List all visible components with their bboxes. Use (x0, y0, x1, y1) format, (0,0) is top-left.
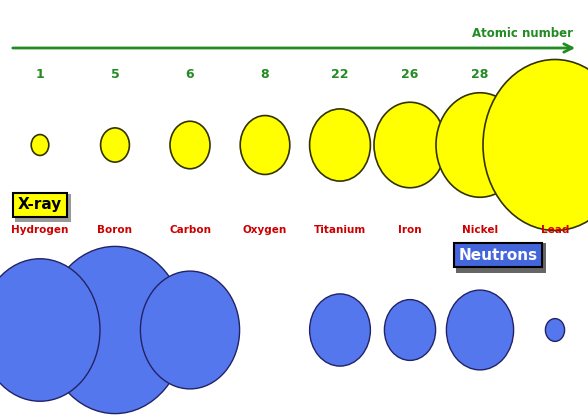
Ellipse shape (240, 116, 290, 174)
Text: Neutrons: Neutrons (459, 247, 537, 262)
Ellipse shape (170, 121, 210, 169)
Ellipse shape (385, 299, 436, 360)
Ellipse shape (101, 128, 129, 162)
Ellipse shape (141, 271, 239, 389)
Text: Titanium: Titanium (314, 225, 366, 235)
Text: Atomic number: Atomic number (472, 27, 573, 40)
Text: Lead: Lead (541, 225, 569, 235)
Text: Carbon: Carbon (169, 225, 211, 235)
Ellipse shape (436, 93, 524, 197)
Text: 1: 1 (36, 68, 44, 81)
Text: 82: 82 (546, 68, 564, 81)
Text: X-ray: X-ray (18, 197, 62, 213)
Ellipse shape (31, 134, 49, 155)
Text: Boron: Boron (98, 225, 132, 235)
Text: 6: 6 (186, 68, 194, 81)
FancyBboxPatch shape (15, 194, 71, 222)
Ellipse shape (310, 109, 370, 181)
Ellipse shape (0, 259, 100, 401)
Ellipse shape (446, 290, 513, 370)
Text: 28: 28 (472, 68, 489, 81)
Text: 5: 5 (111, 68, 119, 81)
Text: Nickel: Nickel (462, 225, 498, 235)
Text: 8: 8 (260, 68, 269, 81)
Ellipse shape (483, 60, 588, 231)
Ellipse shape (546, 319, 564, 341)
Ellipse shape (374, 102, 446, 188)
Text: 22: 22 (331, 68, 349, 81)
Text: Oxygen: Oxygen (243, 225, 287, 235)
Text: 26: 26 (402, 68, 419, 81)
Ellipse shape (310, 294, 370, 366)
Text: Iron: Iron (398, 225, 422, 235)
Text: Hydrogen: Hydrogen (11, 225, 69, 235)
FancyBboxPatch shape (456, 243, 546, 273)
Ellipse shape (45, 247, 185, 414)
